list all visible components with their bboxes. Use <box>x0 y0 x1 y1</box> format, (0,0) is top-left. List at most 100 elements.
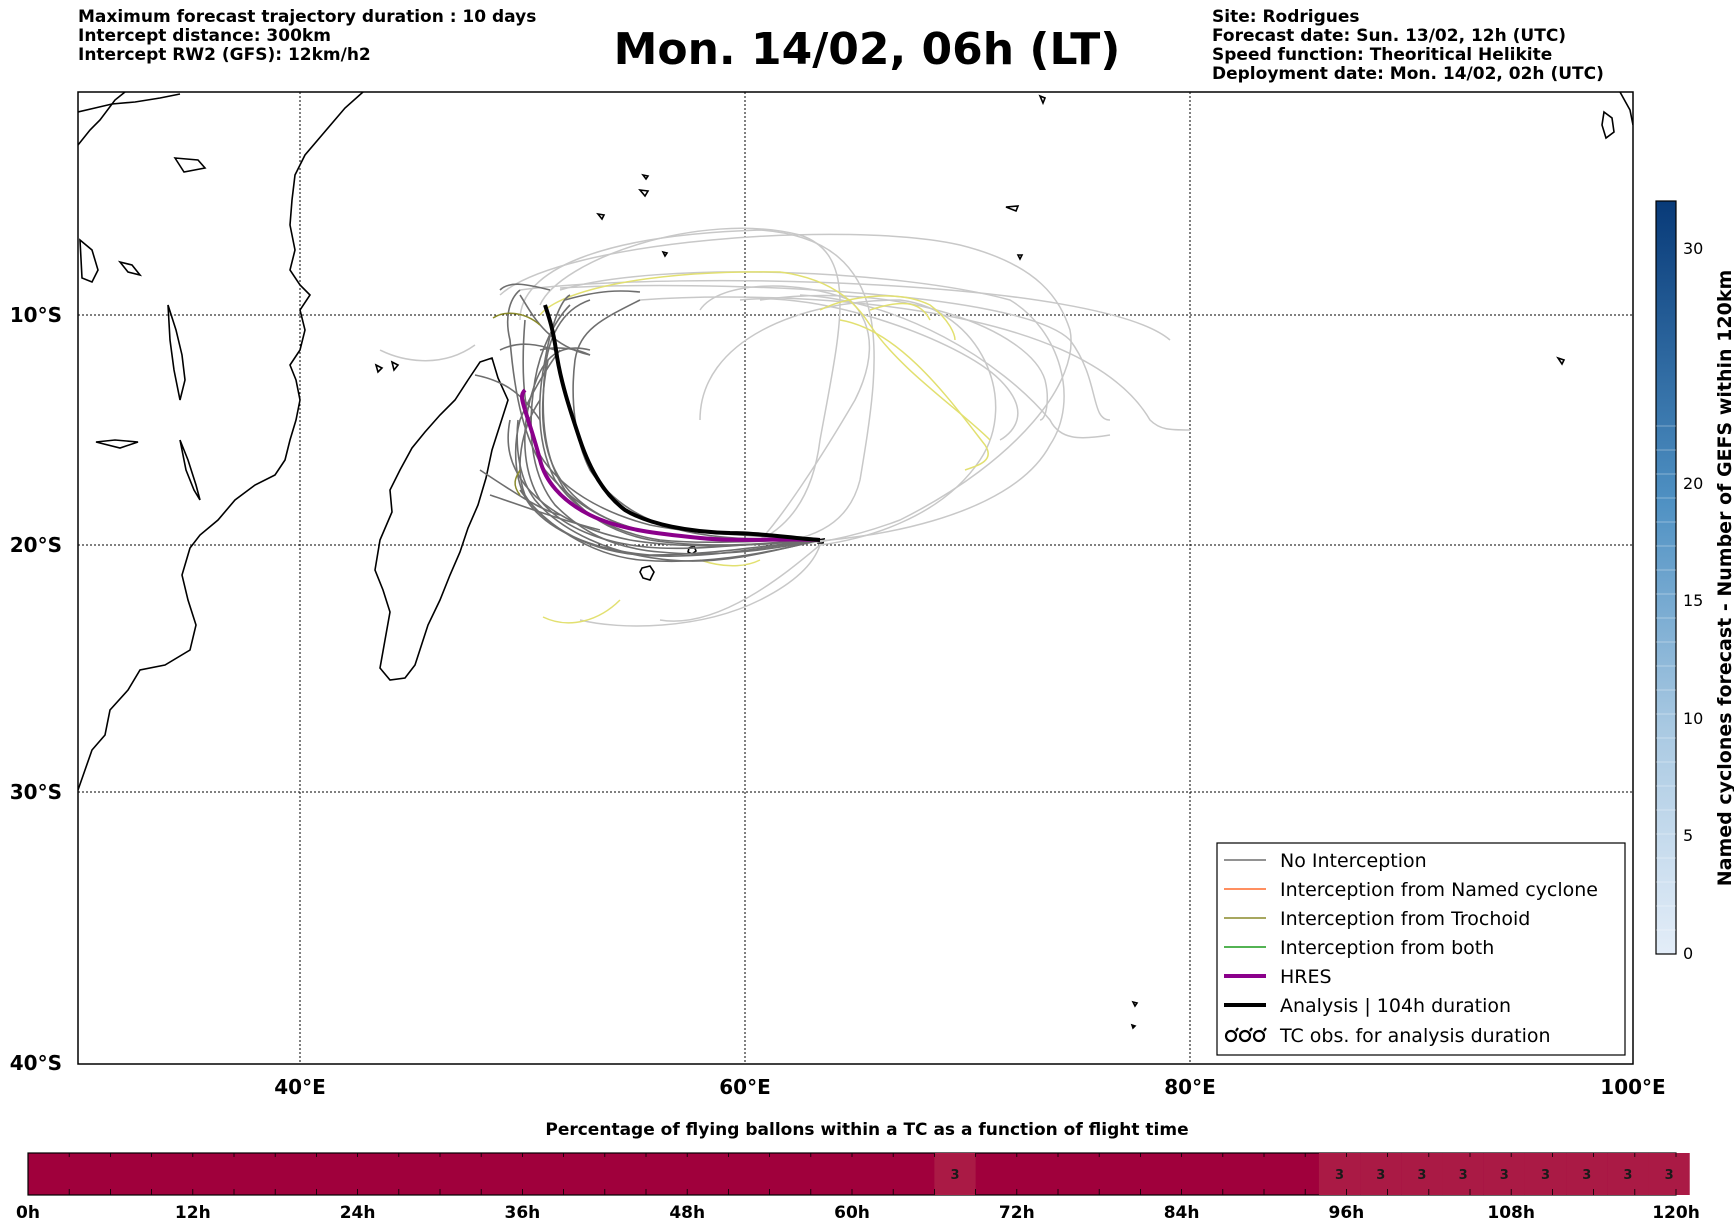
timeline-cell-103h <box>1442 1153 1484 1195</box>
timeline-value-109h: 3 <box>1541 1168 1550 1183</box>
colorbar-tick-10: 10 <box>1683 709 1703 728</box>
timeline-cell-112h <box>1566 1153 1608 1195</box>
indonesia-coast <box>1619 92 1633 126</box>
timeline-value-66h: 3 <box>950 1168 959 1183</box>
y-tick-30s: 30°S <box>10 780 62 804</box>
colorbar-gradient <box>1655 200 1677 955</box>
y-axis-labels: 10°S 20°S 30°S 40°S <box>10 303 62 1075</box>
colorbar-tick-0: 0 <box>1683 944 1693 963</box>
timeline-value-106h: 3 <box>1500 1168 1509 1183</box>
arabia-coast <box>78 93 181 113</box>
hres-extension <box>520 388 527 411</box>
north-africa-coast <box>78 92 126 146</box>
timeline-tick-120h: 120h <box>1652 1203 1700 1223</box>
cocos-island <box>1556 356 1566 366</box>
timeline-value-118h: 3 <box>1665 1168 1674 1183</box>
timeline-cell-100h <box>1401 1153 1443 1195</box>
reunion <box>639 565 655 581</box>
colorbar: 0 5 10 15 20 30 Named cyclones forecast … <box>1655 200 1734 963</box>
x-tick-60e: 60°E <box>719 1075 771 1099</box>
timeline-cell-94h <box>1318 1153 1361 1195</box>
timeline-value-97h: 3 <box>1376 1168 1385 1183</box>
timeline-tick-12h: 12h <box>175 1203 211 1223</box>
x-axis-labels: 40°E 60°E 80°E 100°E <box>274 1075 1665 1099</box>
y-tick-20s: 20°S <box>10 533 62 557</box>
chagos-2 <box>1016 254 1024 261</box>
timeline-cells: 3 3 3 3 3 3 3 3 3 3 <box>934 1153 1690 1195</box>
x-tick-40e: 40°E <box>274 1075 326 1099</box>
coastlines <box>78 92 1633 1030</box>
forecast-settings: Maximum forecast trajectory duration : 1… <box>78 8 536 65</box>
intercept-distance-text: Intercept distance: 300km <box>78 26 331 46</box>
timeline-title: Percentage of flying ballons within a TC… <box>545 1120 1189 1140</box>
hres-track <box>523 409 821 542</box>
timeline-tick-24h: 24h <box>340 1203 376 1223</box>
timeline-value-103h: 3 <box>1459 1168 1468 1183</box>
timeline-cell-109h <box>1524 1153 1567 1195</box>
legend-label-tc-obs: TC obs. for analysis duration <box>1279 1025 1551 1047</box>
seychelles-1 <box>641 173 650 181</box>
legend-label-analysis: Analysis | 104h duration <box>1280 995 1511 1017</box>
page-title: Mon. 14/02, 06h (LT) <box>613 24 1121 75</box>
forecast-date-text: Forecast date: Sun. 13/02, 12h (UTC) <box>1212 26 1567 46</box>
comoros-island-2 <box>390 360 400 372</box>
timeline-tick-0h: 0h <box>16 1203 40 1223</box>
ensemble-yellow-tracks <box>539 271 991 624</box>
legend-label-hres: HRES <box>1280 966 1332 988</box>
timeline-cell-115h <box>1607 1153 1649 1195</box>
timeline-cell-118h <box>1648 1153 1690 1195</box>
colorbar-tick-15: 15 <box>1683 591 1703 610</box>
maldives-1 <box>1038 94 1047 106</box>
site-text: Site: Rodrigues <box>1212 7 1360 27</box>
y-tick-40s: 40°S <box>10 1051 62 1075</box>
timeline-tick-108h: 108h <box>1487 1203 1535 1223</box>
amsterdam-island <box>1131 1000 1139 1008</box>
ensemble-light-tracks <box>379 227 1191 627</box>
stpaul-island <box>1130 1023 1137 1030</box>
lake-victoria <box>79 238 99 284</box>
legend-label-both: Interception from both <box>1280 937 1494 959</box>
trochoid-tracks <box>492 312 541 496</box>
comoros-island-1 <box>374 363 384 374</box>
analysis-track <box>543 304 821 542</box>
map-frame <box>77 91 1634 1065</box>
gridlines <box>78 92 1633 1064</box>
y-tick-10s: 10°S <box>10 303 62 327</box>
site-info: Site: Rodrigues Forecast date: Sun. 13/0… <box>1212 8 1604 84</box>
socotra <box>173 157 207 173</box>
colorbar-tick-30: 30 <box>1683 239 1703 258</box>
timeline: 3 3 3 3 3 3 3 3 3 3 0h 12h 24h 36h 48h 60h 72h 84h 96h 108… <box>16 1152 1700 1223</box>
legend-label-trochoid: Interception from Trochoid <box>1280 908 1530 930</box>
lake-small-2 <box>95 439 139 449</box>
timeline-cell-106h <box>1483 1153 1525 1195</box>
timeline-tick-60h: 60h <box>834 1203 870 1223</box>
timeline-cell-97h <box>1360 1153 1402 1195</box>
x-tick-80e: 80°E <box>1164 1075 1216 1099</box>
speed-function-text: Speed function: Theoritical Helikite <box>1212 45 1553 65</box>
seychelles-3 <box>596 212 606 221</box>
africa-coastline <box>78 92 364 791</box>
timeline-tick-48h: 48h <box>669 1203 705 1223</box>
agalega <box>661 250 669 258</box>
chagos-1 <box>1005 205 1020 213</box>
legend-label-named-cyclone: Interception from Named cyclone <box>1280 879 1598 901</box>
x-tick-100e: 100°E <box>1600 1075 1665 1099</box>
colorbar-tick-5: 5 <box>1683 826 1693 845</box>
timeline-value-112h: 3 <box>1582 1168 1591 1183</box>
timeline-tick-36h: 36h <box>505 1203 541 1223</box>
sri-lanka <box>1601 110 1615 140</box>
timeline-tick-72h: 72h <box>999 1203 1035 1223</box>
intercept-rw2-text: Intercept RW2 (GFS): 12km/h2 <box>78 45 371 65</box>
timeline-value-115h: 3 <box>1623 1168 1632 1183</box>
max-duration-text: Maximum forecast trajectory duration : 1… <box>78 7 537 27</box>
seychelles-2 <box>638 188 650 198</box>
lake-small-1 <box>117 260 143 277</box>
timeline-tick-96h: 96h <box>1329 1203 1365 1223</box>
colorbar-tick-20: 20 <box>1683 474 1703 493</box>
timeline-cell-66h <box>934 1153 976 1195</box>
lake-malawi <box>179 439 201 501</box>
madagascar <box>374 356 509 681</box>
timeline-tick-84h: 84h <box>1164 1203 1200 1223</box>
deployment-date-text: Deployment date: Mon. 14/02, 02h (UTC) <box>1212 64 1604 84</box>
